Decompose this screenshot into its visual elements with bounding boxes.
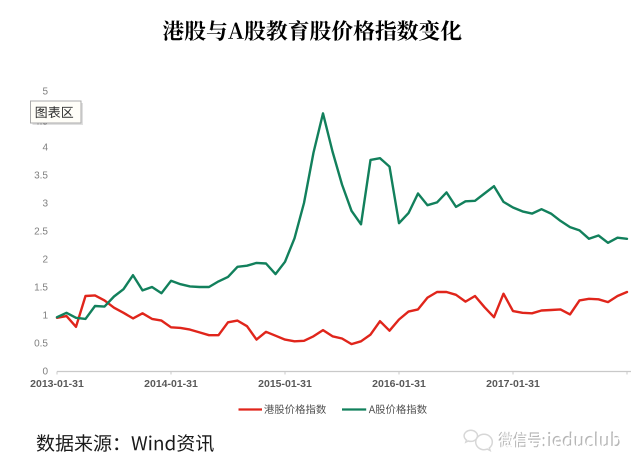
svg-text:3.5: 3.5 bbox=[34, 171, 48, 182]
svg-text:0.5: 0.5 bbox=[34, 339, 48, 350]
svg-text:1: 1 bbox=[42, 311, 48, 322]
svg-text:4: 4 bbox=[42, 143, 48, 154]
svg-text:2016-01-31: 2016-01-31 bbox=[372, 378, 426, 390]
svg-text:0: 0 bbox=[42, 367, 48, 378]
svg-text:5: 5 bbox=[42, 87, 48, 98]
svg-text:2015-01-31: 2015-01-31 bbox=[258, 378, 312, 390]
svg-text:1.5: 1.5 bbox=[34, 283, 48, 294]
svg-text:2017-01-31: 2017-01-31 bbox=[486, 378, 540, 390]
svg-text:2: 2 bbox=[42, 255, 48, 266]
svg-text:2.5: 2.5 bbox=[34, 227, 48, 238]
svg-text:3: 3 bbox=[42, 199, 48, 210]
svg-text:2014-01-31: 2014-01-31 bbox=[144, 378, 198, 390]
svg-text:2013-01-31: 2013-01-31 bbox=[30, 378, 84, 390]
